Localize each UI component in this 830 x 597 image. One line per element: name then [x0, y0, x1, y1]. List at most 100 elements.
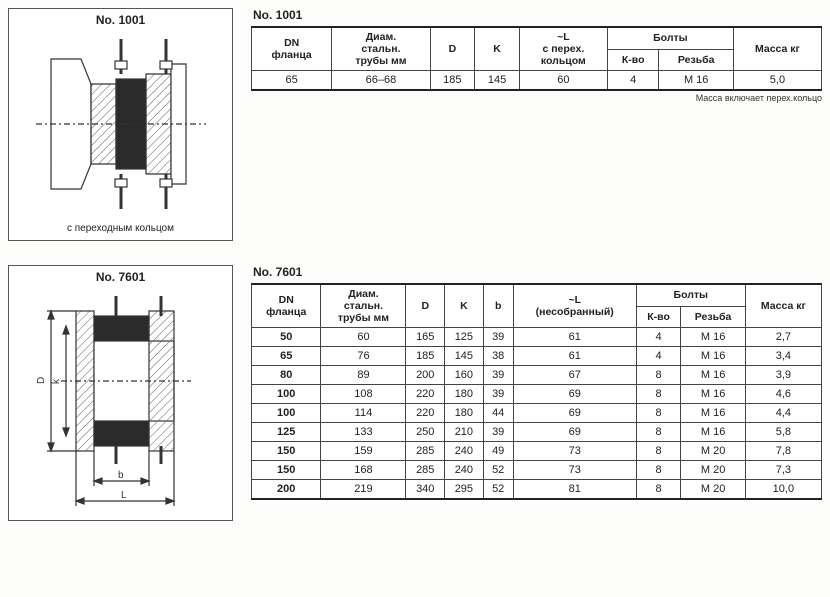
cell-pipe: 60 — [321, 328, 406, 347]
cell-dn: 200 — [252, 480, 321, 500]
cell-thrd: M 16 — [681, 404, 745, 423]
diagram-title-7601: No. 7601 — [9, 266, 232, 286]
cell-dn: 125 — [252, 423, 321, 442]
cell-qty: 8 — [636, 404, 681, 423]
cell-qty: 8 — [636, 480, 681, 500]
cell-dn: 50 — [252, 328, 321, 347]
cell-K: 210 — [445, 423, 484, 442]
cell-qty: 4 — [636, 347, 681, 366]
table-title-1001: No. 1001 — [253, 8, 822, 22]
cell-D: 250 — [406, 423, 445, 442]
th2-pipe: Диам.стальн.трубы мм — [321, 284, 406, 328]
cell-thrd: M 16 — [681, 347, 745, 366]
th-qty: К-во — [607, 49, 659, 71]
cell-mass: 5,0 — [733, 71, 821, 91]
cell-K: 145 — [475, 71, 520, 91]
th2-thrd: Резьба — [681, 306, 745, 328]
cell-dn: 65 — [252, 347, 321, 366]
cell-pipe: 133 — [321, 423, 406, 442]
cell-K: 295 — [445, 480, 484, 500]
cell-qty: 4 — [636, 328, 681, 347]
th2-b: b — [483, 284, 513, 328]
cell-b: 52 — [483, 461, 513, 480]
cell-pipe: 168 — [321, 461, 406, 480]
cell-qty: 8 — [636, 366, 681, 385]
cell-mass: 7,3 — [745, 461, 821, 480]
cell-K: 125 — [445, 328, 484, 347]
cell-K: 145 — [445, 347, 484, 366]
diagram-svg-7601: D k b L — [21, 286, 221, 516]
cell-dn: 80 — [252, 366, 321, 385]
cell-b: 44 — [483, 404, 513, 423]
cell-b: 39 — [483, 423, 513, 442]
cell-mass: 2,7 — [745, 328, 821, 347]
cell-L: 69 — [513, 423, 636, 442]
cell-qty: 8 — [636, 423, 681, 442]
cell-b: 38 — [483, 347, 513, 366]
cell-mass: 10,0 — [745, 480, 821, 500]
cell-D: 220 — [406, 404, 445, 423]
table-1001: DNфланца Диам.стальн.трубы мм D K ~Lс пе… — [251, 26, 822, 91]
cell-D: 165 — [406, 328, 445, 347]
cell-pipe: 114 — [321, 404, 406, 423]
cell-K: 180 — [445, 404, 484, 423]
cell-K: 240 — [445, 442, 484, 461]
diagram-svg-1001 — [21, 29, 221, 219]
cell-L: 60 — [519, 71, 607, 91]
cell-thrd: M 20 — [681, 480, 745, 500]
th2-K: K — [445, 284, 484, 328]
cell-pipe: 76 — [321, 347, 406, 366]
cell-pipe: 66–68 — [332, 71, 430, 91]
svg-text:L: L — [121, 490, 127, 501]
cell-b: 49 — [483, 442, 513, 461]
th-L: ~Lс перех.кольцом — [519, 27, 607, 71]
table-title-7601: No. 7601 — [253, 265, 822, 279]
cell-K: 180 — [445, 385, 484, 404]
cell-thrd: M 16 — [681, 328, 745, 347]
cell-D: 285 — [406, 442, 445, 461]
cell-K: 160 — [445, 366, 484, 385]
cell-K: 240 — [445, 461, 484, 480]
cell-mass: 7,8 — [745, 442, 821, 461]
th-K: K — [475, 27, 520, 71]
section-7601: No. 7601 — [8, 265, 822, 521]
th-D: D — [430, 27, 475, 71]
cell-L: 67 — [513, 366, 636, 385]
cell-thrd: M 16 — [681, 423, 745, 442]
cell-b: 39 — [483, 385, 513, 404]
cell-D: 185 — [406, 347, 445, 366]
th-thrd: Резьба — [659, 49, 733, 71]
th2-L: ~L(несобранный) — [513, 284, 636, 328]
cell-dn: 100 — [252, 385, 321, 404]
cell-L: 61 — [513, 328, 636, 347]
cell-L: 73 — [513, 461, 636, 480]
cell-mass: 4,4 — [745, 404, 821, 423]
th2-bolts: Болты — [636, 284, 745, 306]
cell-L: 81 — [513, 480, 636, 500]
footnote-1001: Масса включает перех.кольцо — [251, 93, 822, 103]
cell-b: 52 — [483, 480, 513, 500]
cell-mass: 4,6 — [745, 385, 821, 404]
svg-text:k: k — [51, 378, 62, 384]
cell-b: 39 — [483, 328, 513, 347]
diagram-box-1001: No. 1001 — [8, 8, 233, 241]
cell-dn: 65 — [252, 71, 332, 91]
cell-thrd: M 16 — [681, 385, 745, 404]
th-mass: Масса кг — [733, 27, 821, 71]
cell-mass: 5,8 — [745, 423, 821, 442]
cell-dn: 100 — [252, 404, 321, 423]
cell-mass: 3,4 — [745, 347, 821, 366]
cell-thrd: M 16 — [681, 366, 745, 385]
cell-L: 69 — [513, 404, 636, 423]
cell-qty: 8 — [636, 461, 681, 480]
section-1001: No. 1001 — [8, 8, 822, 241]
cell-D: 220 — [406, 385, 445, 404]
svg-text:b: b — [118, 470, 124, 481]
th-dn: DNфланца — [252, 27, 332, 71]
th2-qty: К-во — [636, 306, 681, 328]
cell-D: 285 — [406, 461, 445, 480]
cell-thrd: M 16 — [659, 71, 733, 91]
diagram-box-7601: No. 7601 — [8, 265, 233, 521]
cell-mass: 3,9 — [745, 366, 821, 385]
cell-pipe: 108 — [321, 385, 406, 404]
